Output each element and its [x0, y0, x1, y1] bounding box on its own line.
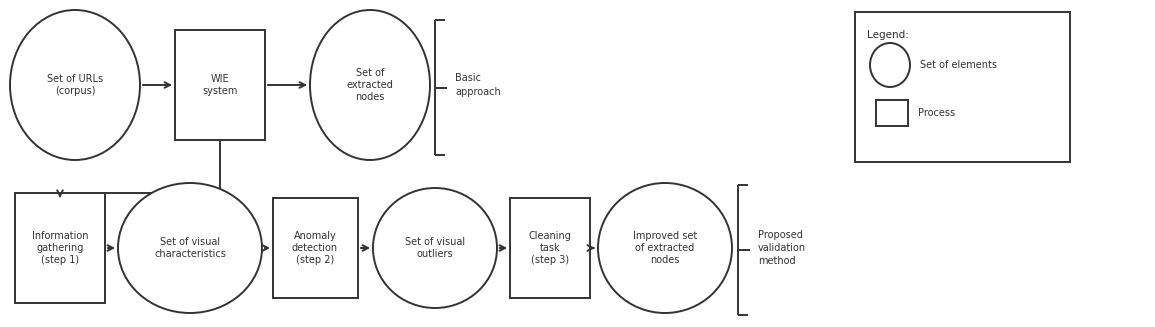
Text: Set of elements: Set of elements	[921, 60, 997, 70]
Text: Information
gathering
(step 1): Information gathering (step 1)	[31, 231, 88, 266]
Ellipse shape	[118, 183, 262, 313]
Text: Basic
approach: Basic approach	[455, 73, 501, 96]
Text: WIE
system: WIE system	[202, 74, 238, 96]
Bar	[875, 100, 908, 126]
Text: Process: Process	[918, 108, 955, 118]
Text: Proposed
validation
method: Proposed validation method	[758, 230, 806, 266]
Text: Cleaning
task
(step 3): Cleaning task (step 3)	[529, 231, 572, 266]
Bar	[855, 12, 1070, 162]
Ellipse shape	[10, 10, 140, 160]
Bar	[15, 193, 105, 303]
Ellipse shape	[870, 43, 910, 87]
Text: Anomaly
detection
(step 2): Anomaly detection (step 2)	[292, 231, 338, 266]
Text: Set of
extracted
nodes: Set of extracted nodes	[346, 68, 394, 102]
Text: Improved set
of extracted
nodes: Improved set of extracted nodes	[633, 231, 698, 266]
Text: Legend:: Legend:	[867, 30, 909, 40]
Text: Set of visual
outliers: Set of visual outliers	[405, 237, 465, 259]
Bar	[176, 30, 264, 140]
Bar	[273, 198, 358, 298]
Bar	[511, 198, 590, 298]
Text: Set of URLs
(corpus): Set of URLs (corpus)	[47, 74, 103, 96]
Ellipse shape	[598, 183, 732, 313]
Ellipse shape	[310, 10, 430, 160]
Ellipse shape	[373, 188, 497, 308]
Text: Set of visual
characteristics: Set of visual characteristics	[154, 237, 226, 259]
